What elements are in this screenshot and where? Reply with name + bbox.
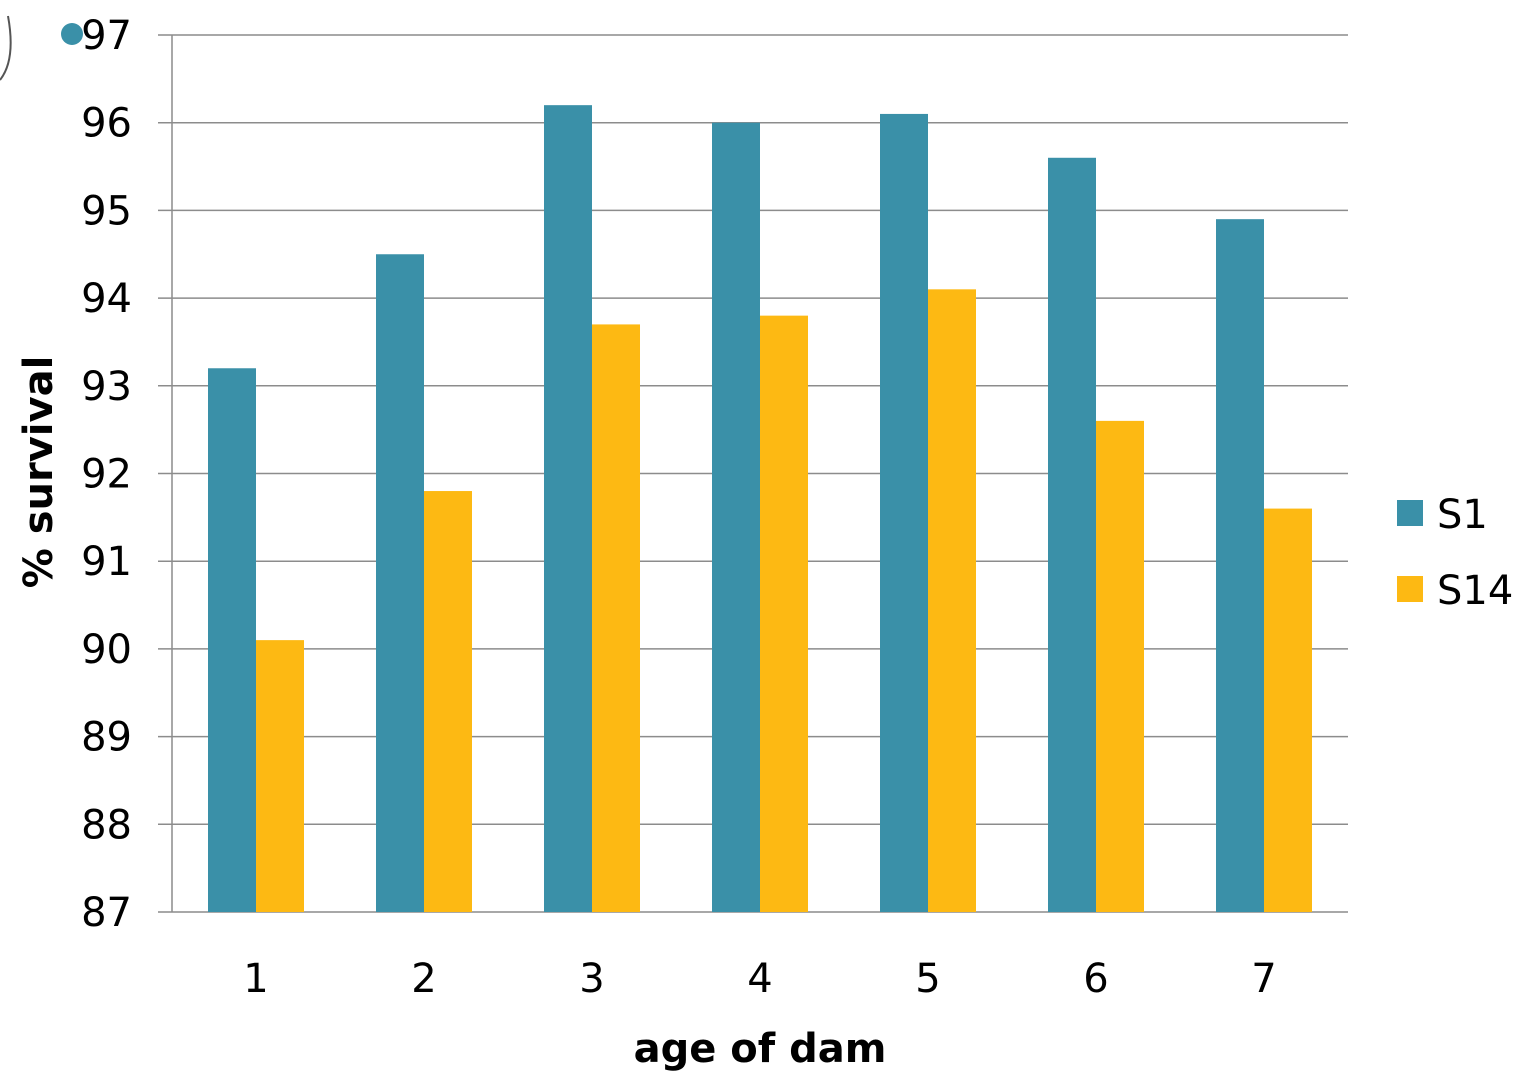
y-tick-label: 87 — [81, 890, 132, 936]
bar-s14 — [592, 324, 640, 912]
bar-s1 — [544, 105, 592, 912]
y-tick-label: 95 — [81, 188, 132, 234]
bar-s14 — [760, 315, 808, 912]
y-tick-labels: 87 88 89 90 91 92 93 94 95 96 97 — [81, 13, 132, 936]
bar-s14 — [1096, 420, 1144, 912]
x-tick-label: 4 — [747, 956, 772, 1002]
y-tick-label: 89 — [81, 715, 132, 761]
marker-dot — [61, 23, 83, 45]
y-tick-label: 93 — [81, 364, 132, 410]
y-tick-label: 88 — [81, 802, 132, 848]
x-axis-title: age of dam — [634, 1026, 887, 1072]
legend-swatch-s14 — [1397, 576, 1423, 602]
y-tick-label: 91 — [81, 539, 132, 585]
bar-s14 — [256, 640, 304, 912]
legend: S1 S14 — [1397, 492, 1513, 614]
x-tick-label: 6 — [1083, 956, 1108, 1002]
logo-edge-decoration — [0, 15, 12, 81]
x-tick-labels: 1 2 3 4 5 6 7 — [243, 956, 1276, 1002]
bar-s14 — [1264, 508, 1312, 912]
x-tick-label: 5 — [915, 956, 940, 1002]
y-tick-label: 90 — [81, 627, 132, 673]
x-tick-label: 7 — [1251, 956, 1276, 1002]
x-tick-label: 2 — [411, 956, 436, 1002]
bar-s1 — [376, 254, 424, 912]
legend-swatch-s1 — [1397, 500, 1423, 526]
y-tick-label: 94 — [81, 276, 132, 322]
x-tick-label: 3 — [579, 956, 604, 1002]
legend-label-s1: S1 — [1437, 492, 1488, 538]
y-axis-title: % survival — [16, 356, 62, 589]
bar-s14 — [424, 491, 472, 912]
legend-label-s14: S14 — [1437, 568, 1513, 614]
bar-s1 — [208, 368, 256, 912]
y-tick-label: 92 — [81, 452, 132, 498]
bar-s1 — [712, 122, 760, 912]
y-tick-label: 96 — [81, 101, 132, 147]
x-tick-label: 1 — [243, 956, 268, 1002]
bars — [208, 105, 1312, 913]
y-tick-label: 97 — [81, 13, 132, 59]
bar-s1 — [1216, 219, 1264, 913]
bar-s14 — [928, 289, 976, 913]
bar-s1 — [880, 113, 928, 913]
bar-s1 — [1048, 157, 1096, 912]
